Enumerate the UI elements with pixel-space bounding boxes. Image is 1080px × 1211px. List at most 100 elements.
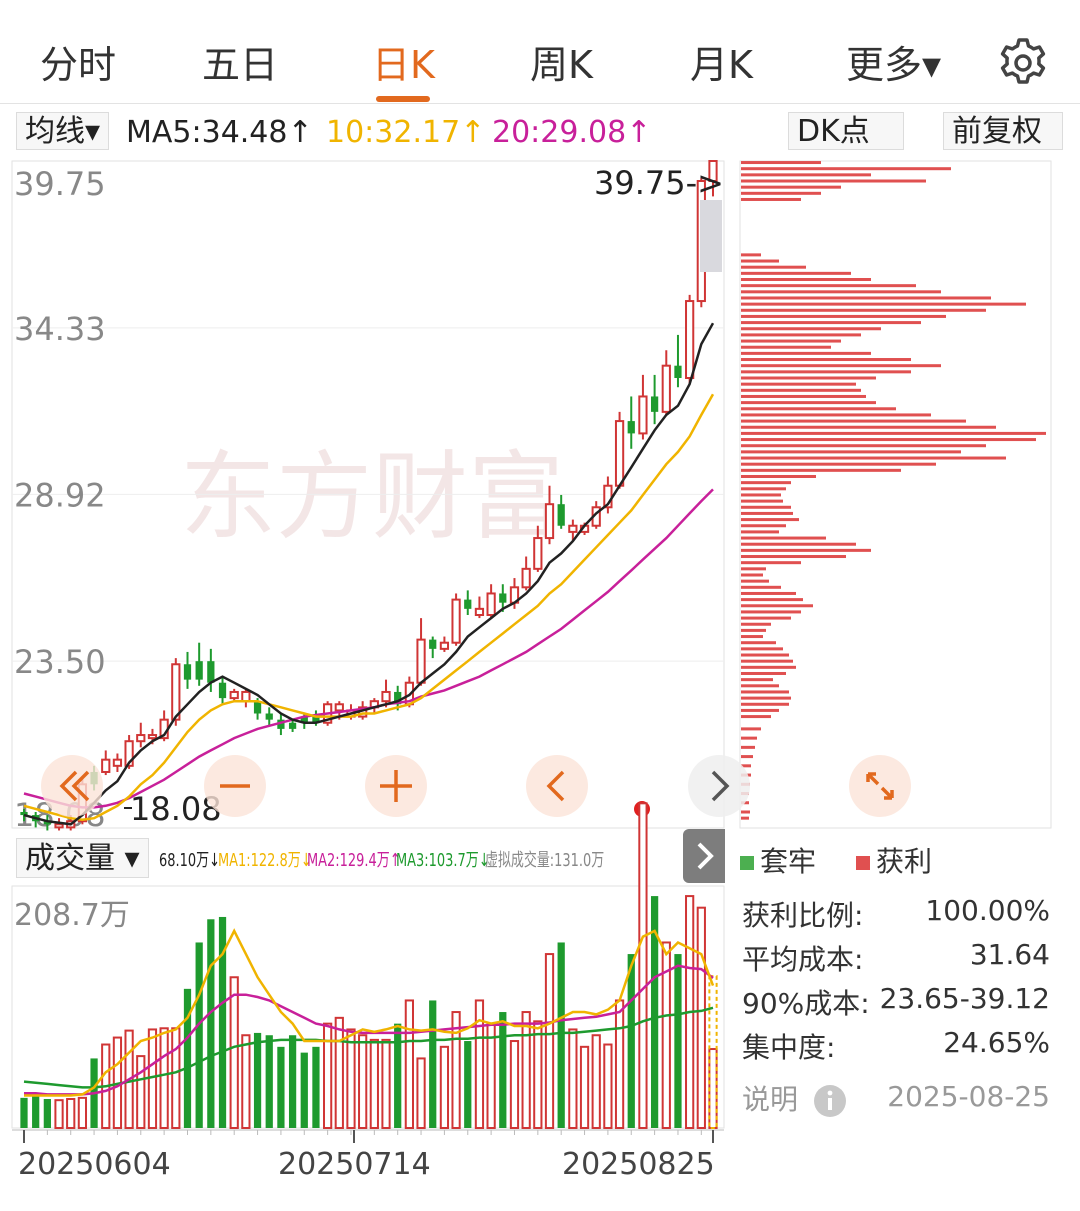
candle-body-up (533, 537, 543, 570)
tab-weekly-k[interactable]: 周K (530, 43, 593, 87)
scroll-left-fast-button[interactable] (41, 755, 103, 817)
chip-bar (741, 161, 821, 165)
vol-ma1: MA1:122.8万↓ (218, 850, 312, 871)
price-grid (12, 327, 724, 662)
tab-monthly-k[interactable]: 月K (690, 43, 753, 87)
zoom-out-button[interactable] (204, 755, 266, 817)
volume-bar-up (708, 1048, 718, 1130)
expand-panel-button[interactable] (683, 829, 725, 883)
chip-bar (741, 419, 966, 423)
chip-bar (741, 628, 766, 632)
scroll-left-button[interactable] (526, 755, 588, 817)
chip-bar (741, 659, 793, 663)
volume-bar-up (533, 1020, 543, 1129)
candle-body-up (638, 395, 648, 435)
chip-panel-frame (739, 160, 1052, 829)
ma-indicator-bar: 均线▾ MA5:34.48↑ 10:32.17↑ 20:29.08↑ DK点 前… (0, 110, 1080, 156)
volume-bar-down (253, 1032, 262, 1128)
ma-selector[interactable]: 均线▾ (16, 112, 110, 150)
chip-bar (741, 493, 781, 497)
chip-bar (741, 690, 789, 694)
volume-bar-down (627, 954, 635, 1128)
volume-bar-up (451, 1011, 461, 1129)
settings-gear-icon[interactable] (996, 36, 1050, 90)
candle-body-up (54, 823, 64, 829)
volume-bar-up (229, 976, 239, 1130)
candle-body-down (253, 701, 262, 714)
vol-ma3: MA3:103.7万↓ (396, 850, 490, 871)
chip-bar (741, 678, 773, 682)
volume-bar-up (404, 999, 414, 1129)
volume-selector[interactable]: 成交量 ▾ (16, 838, 149, 878)
chip-stats-panel: 套牢 获利 获利比例: 100.00% 平均成本: 31.64 90%成本: 23.6… (738, 836, 1058, 1136)
info-icon (813, 1085, 846, 1117)
tab-divider (0, 103, 1080, 104)
volume-bar-up (544, 953, 555, 1129)
price-tick-label: 28.92 (14, 476, 106, 514)
fullscreen-button[interactable] (849, 755, 911, 817)
tab-intraday[interactable]: 分时 (40, 43, 117, 87)
scroll-right-button[interactable] (688, 755, 750, 817)
chip-bar (741, 702, 789, 706)
chip-bar (741, 585, 781, 589)
price-tick-label: 23.50 (14, 643, 106, 681)
tab-five-day[interactable]: 五日 (202, 43, 279, 87)
date-tick-label: 20250604 (18, 1147, 171, 1182)
candle-body-up (451, 598, 461, 644)
chip-bar (741, 413, 931, 417)
ma10-value: 10:32.17↑ (326, 115, 486, 150)
chip-bar (741, 511, 793, 515)
chip-bar (741, 444, 986, 448)
candle-body-up (439, 641, 450, 650)
chip-bar (741, 179, 926, 183)
price-tick-label: 34.33 (14, 310, 106, 348)
candle-body-up (685, 300, 695, 379)
candle-body-up (229, 690, 239, 700)
vol-ma2-line (24, 964, 714, 1096)
chip-bar (741, 647, 783, 651)
chip-bar (741, 499, 783, 503)
volume-bar-down (265, 1035, 273, 1128)
chip-bar (741, 456, 1006, 460)
volume-bar-up (661, 941, 671, 1129)
chip-bar (741, 364, 941, 368)
volume-bar-up (614, 999, 625, 1129)
chip-bar (741, 727, 761, 731)
chip-bar (741, 487, 786, 491)
zoom-in-button[interactable] (365, 755, 427, 817)
tab-more[interactable]: 更多▾ (846, 43, 942, 87)
chip-bar (741, 684, 779, 688)
volume-bar-up (241, 1034, 251, 1129)
volume-bar-down (464, 1041, 472, 1128)
chip-bar (741, 431, 1046, 435)
volume-bar-down (312, 1046, 320, 1128)
chip-bar (741, 358, 911, 362)
chip-bar (741, 351, 871, 355)
max-price-label: 39.75-> (594, 164, 724, 202)
candle-body-down (557, 504, 565, 526)
volume-panel-frame (11, 885, 725, 1129)
volume-bar-up (579, 1045, 590, 1129)
dk-point-button[interactable]: DK点 (788, 112, 904, 150)
chip-bar (741, 653, 789, 657)
volume-bar-down (32, 1095, 40, 1128)
chip-bar (741, 438, 1036, 442)
volume-bar-up (159, 1027, 169, 1130)
volume-bar-down (674, 954, 682, 1128)
candle-body-down (195, 661, 203, 680)
chip-bar (741, 278, 871, 282)
candle-body-down (300, 716, 308, 723)
explain-link[interactable]: 说明 (742, 1078, 847, 1118)
fuquan-button[interactable]: 前复权 (943, 112, 1063, 150)
chip-bar (741, 314, 946, 318)
volume-bar-down (394, 1023, 402, 1128)
chip-bar (741, 191, 821, 195)
volume-bar-up (346, 1028, 356, 1130)
price-tick-label: 39.75 (14, 165, 106, 203)
tab-daily-k[interactable]: 日K (372, 43, 435, 87)
chip-bar (741, 401, 876, 405)
chip-bar (741, 370, 911, 374)
chip-bar (741, 173, 871, 177)
volume-bar-down (499, 1012, 507, 1128)
